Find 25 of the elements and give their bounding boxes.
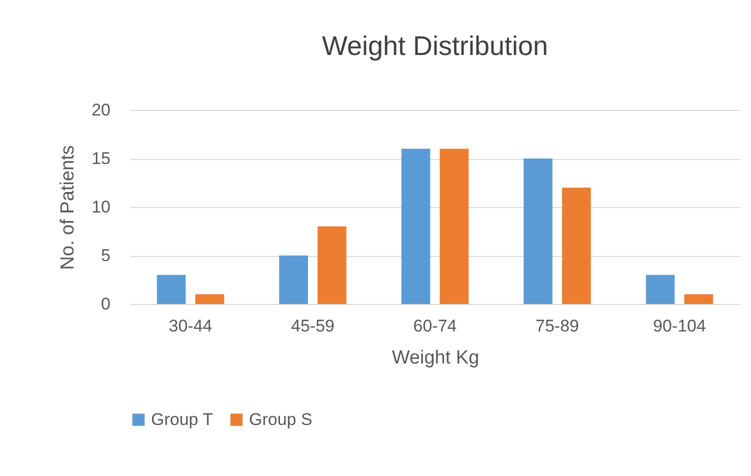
x-tick-label: 30-44 (168, 316, 212, 336)
legend-label: Group T (151, 410, 214, 429)
bar (684, 294, 714, 304)
bar (440, 148, 469, 304)
y-tick-label: 0 (101, 294, 110, 314)
chart-title: Weight Distribution (322, 31, 548, 61)
x-tick-label: 60-74 (413, 316, 457, 336)
bar (318, 226, 346, 304)
y-tick-label: 20 (92, 100, 110, 120)
y-axis-title: No. of Patients (58, 145, 79, 270)
y-tick-label: 10 (92, 198, 110, 216)
bar (401, 148, 430, 304)
x-axis-title: Weight Kg (392, 348, 480, 368)
legend-label: Group S (249, 410, 312, 429)
x-tick-label: 90-104 (653, 316, 706, 336)
bar (195, 294, 224, 304)
x-tick-label: 75-89 (536, 316, 579, 336)
bar (279, 256, 308, 304)
y-tick-label: 15 (92, 149, 110, 168)
y-tick-label: 5 (101, 246, 110, 265)
bar (524, 158, 552, 304)
x-tick-label: 45-59 (291, 316, 334, 336)
bar (562, 188, 591, 304)
bar (156, 274, 186, 304)
bar (646, 274, 675, 304)
